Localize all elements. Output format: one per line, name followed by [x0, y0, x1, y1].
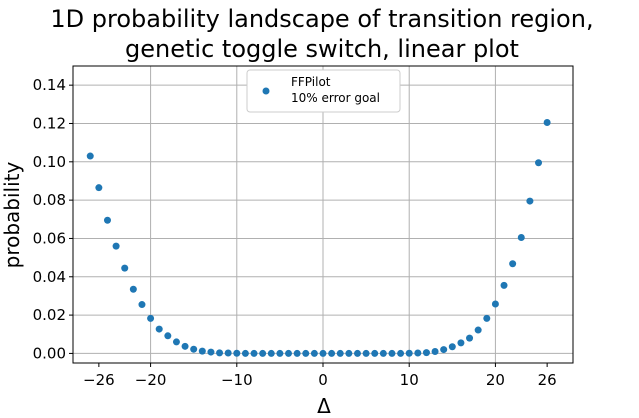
data-point — [112, 242, 120, 250]
data-point — [138, 301, 146, 309]
y-tick-label: 0.14 — [33, 76, 66, 94]
legend-entry-line-2: 10% error goal — [291, 91, 380, 105]
data-point — [276, 349, 284, 357]
data-point — [328, 349, 336, 357]
data-point — [526, 197, 534, 205]
x-tick-label: −20 — [135, 371, 167, 389]
data-point — [483, 314, 491, 322]
data-point — [95, 184, 103, 192]
y-tick-label: 0.00 — [33, 344, 66, 362]
data-point — [474, 326, 482, 334]
data-point — [250, 349, 258, 357]
chart-title-line-2: genetic toggle switch, linear plot — [125, 35, 519, 63]
data-point — [543, 119, 551, 127]
data-point — [259, 349, 267, 357]
data-point — [181, 342, 189, 350]
data-point — [457, 339, 465, 347]
data-point — [155, 325, 163, 333]
data-point — [345, 349, 353, 357]
legend-entry-line-1: FFPilot — [291, 75, 331, 89]
data-point — [216, 349, 224, 357]
data-point — [285, 349, 293, 357]
data-point — [509, 260, 517, 268]
data-point — [310, 349, 318, 357]
x-tick-label: −26 — [83, 371, 115, 389]
axis-ticks: −26 −20 −10 0 10 20 26 0.00 0.02 0.04 0.06 0.08 0.10… — [33, 76, 557, 389]
data-point — [397, 349, 405, 357]
data-point — [147, 314, 155, 322]
chart-title-line-1: 1D probability landscape of transition r… — [50, 5, 593, 33]
data-point — [172, 338, 180, 346]
data-series — [86, 119, 551, 357]
data-point — [379, 349, 387, 357]
data-point — [198, 347, 206, 355]
data-point — [353, 349, 361, 357]
data-point — [405, 349, 413, 357]
legend: FFPilot 10% error goal — [246, 69, 401, 113]
data-point — [267, 349, 275, 357]
data-point — [103, 216, 111, 224]
data-point — [164, 332, 172, 340]
y-tick-label: 0.02 — [33, 306, 66, 324]
legend-box — [246, 69, 401, 113]
data-point — [129, 285, 137, 293]
data-point — [491, 300, 499, 308]
data-point — [319, 349, 327, 357]
data-point — [293, 349, 301, 357]
data-point — [517, 233, 525, 241]
y-axis-label: probability — [0, 161, 24, 268]
x-tick-label: 10 — [400, 371, 419, 389]
data-point — [535, 159, 543, 167]
data-point — [500, 281, 508, 289]
data-point — [440, 346, 448, 354]
legend-marker — [262, 87, 270, 95]
data-point — [207, 348, 215, 356]
data-point — [371, 349, 379, 357]
data-point — [121, 264, 129, 272]
x-tick-label: 26 — [538, 371, 557, 389]
data-point — [448, 343, 456, 351]
data-point — [431, 348, 439, 356]
data-point — [302, 349, 310, 357]
y-tick-label: 0.10 — [33, 153, 66, 171]
x-tick-label: 20 — [486, 371, 505, 389]
y-tick-label: 0.08 — [33, 191, 66, 209]
data-point — [466, 334, 474, 342]
y-tick-label: 0.06 — [33, 229, 66, 247]
data-point — [336, 349, 344, 357]
x-tick-label: −10 — [221, 371, 253, 389]
x-axis-label: Δ — [317, 394, 331, 418]
data-point — [241, 349, 249, 357]
data-point — [233, 349, 241, 357]
y-tick-label: 0.04 — [33, 268, 66, 286]
data-point — [190, 345, 198, 353]
y-tick-label: 0.12 — [33, 114, 66, 132]
data-point — [422, 349, 430, 357]
data-point — [224, 349, 232, 357]
data-point — [388, 349, 396, 357]
data-point — [362, 349, 370, 357]
data-point — [414, 349, 422, 357]
data-point — [86, 152, 94, 160]
x-tick-label: 0 — [318, 371, 328, 389]
